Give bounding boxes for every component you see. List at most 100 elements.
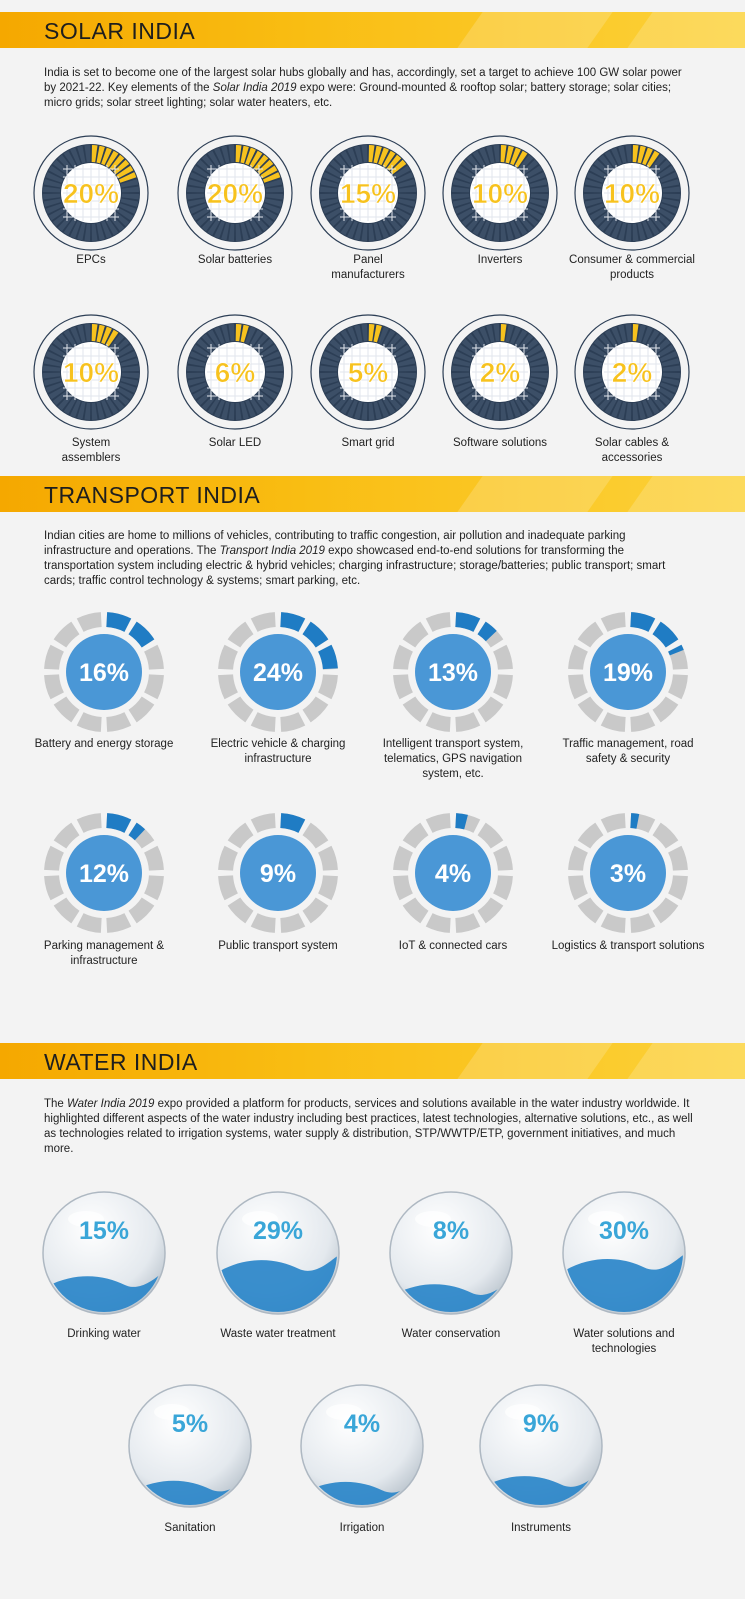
ring-segment-empty (398, 365, 416, 372)
ring-segment-empty (201, 394, 217, 411)
ring-segment-empty (654, 211, 671, 227)
water-percent: 9% (523, 1410, 559, 1438)
ring-segment-empty (144, 674, 164, 700)
ring-segment-empty (43, 186, 61, 193)
ring-segment-empty (329, 159, 346, 175)
ring-segment-filled (632, 324, 639, 342)
transport-label: Intelligent transport system, telematics… (382, 738, 524, 780)
ring-segment-empty (322, 382, 341, 393)
ring-segment-empty (522, 338, 539, 354)
ring-segment-empty (505, 324, 514, 343)
ring-segment-empty (101, 399, 112, 418)
ring-segment-empty (618, 145, 627, 164)
ring-segment-empty (600, 813, 626, 833)
ring-segment-empty (598, 333, 614, 350)
ring-segment-empty (652, 897, 679, 924)
ring-segment-filled (280, 612, 306, 632)
ring-segment-empty (53, 621, 80, 648)
ring-segment-empty (91, 402, 98, 420)
ring-segment-empty (378, 220, 389, 239)
water-title: WATER INDIA (44, 1049, 198, 1075)
ring-segment-filled (500, 324, 507, 342)
ring-segment-empty (320, 198, 339, 207)
transport-ring-7: 4% (391, 811, 515, 935)
ring-segment-empty (235, 223, 242, 241)
ring-segment-empty (600, 913, 626, 933)
ring-segment-empty (461, 159, 478, 175)
ring-segment-empty (525, 165, 543, 179)
ring-segment-empty (265, 365, 283, 372)
ring-segment-filled (113, 159, 130, 175)
solar-percent: 2% (480, 357, 521, 388)
ring-segment-empty (425, 612, 451, 632)
ring-segment-empty (611, 326, 622, 345)
ring-segment-empty (44, 875, 64, 901)
ring-segment-empty (625, 145, 632, 163)
ring-segment-filled (514, 150, 528, 168)
ring-segment-empty (398, 372, 416, 379)
ring-segment-empty (454, 172, 473, 183)
ring-segment-empty (187, 193, 205, 200)
ring-segment-empty (318, 875, 338, 901)
ring-segment-empty (642, 399, 653, 418)
solar-label: Software solutions (453, 437, 547, 449)
water-level (565, 1254, 683, 1312)
ring-segment-empty (425, 813, 451, 833)
ring-segment-filled (455, 612, 481, 632)
ring-segment-empty (500, 223, 507, 241)
solar-percent: 10% (604, 178, 660, 209)
ring-segment-empty (390, 390, 407, 406)
ring-segment-empty (43, 358, 62, 367)
solar-label: Smart grid (341, 437, 395, 449)
ring-segment-empty (109, 333, 125, 350)
ring-segment-empty (57, 215, 73, 232)
ring-segment-filled (668, 644, 684, 656)
ring-segment-empty (395, 203, 414, 214)
ring-segment-empty (57, 154, 73, 171)
water-label: Drinking water (67, 1328, 141, 1340)
water-bubble-1: 15% (40, 1189, 168, 1317)
transport-label: Traffic management, road safety & securi… (562, 738, 694, 765)
ring-segment-empty (479, 326, 490, 345)
ring-segment-empty (466, 333, 482, 350)
ring-segment-empty (334, 154, 350, 171)
transport-percent: 13% (428, 659, 478, 687)
ring-segment-filled (382, 150, 396, 168)
ring-segment-empty (661, 358, 680, 367)
ring-segment-empty (397, 358, 416, 367)
water-label: Waste water treatment (220, 1328, 336, 1340)
ring-segment-empty (518, 394, 534, 411)
ring-segment-empty (637, 401, 646, 420)
ring-segment-empty (493, 223, 500, 241)
solar-label: EPCs (76, 254, 106, 266)
ring-segment-empty (63, 218, 77, 236)
ring-segment-empty (402, 822, 429, 849)
ring-segment-empty (260, 344, 278, 358)
ring-segment-empty (361, 145, 368, 163)
ring-segment-empty (187, 186, 205, 193)
ring-segment-empty (48, 386, 66, 400)
ring-segment-empty (455, 913, 481, 933)
ring-segment-empty (586, 382, 605, 393)
transport-title: TRANSPORT INDIA (44, 482, 261, 508)
ring-segment-empty (611, 147, 622, 166)
ring-segment-empty (221, 401, 230, 420)
solar-banner: SOLAR INDIA (0, 12, 745, 48)
ring-segment-empty (325, 386, 343, 400)
ring-segment-empty (510, 220, 521, 239)
ring-segment-empty (486, 324, 495, 343)
solar-ring-10: 2% (572, 312, 692, 432)
ring-segment-empty (625, 402, 632, 420)
water-bubble-5: 5% (126, 1382, 254, 1510)
ring-segment-filled (105, 150, 119, 168)
ring-segment-empty (354, 222, 363, 241)
ring-segment-empty (397, 179, 416, 188)
ring-segment-empty (632, 402, 639, 420)
ring-segment-empty (493, 145, 500, 163)
ring-segment-empty (325, 165, 343, 179)
ring-segment-empty (600, 612, 626, 632)
ring-segment-empty (425, 913, 451, 933)
ring-segment-empty (218, 875, 238, 901)
ring-segment-empty (52, 211, 69, 227)
ring-segment-empty (187, 179, 206, 188)
